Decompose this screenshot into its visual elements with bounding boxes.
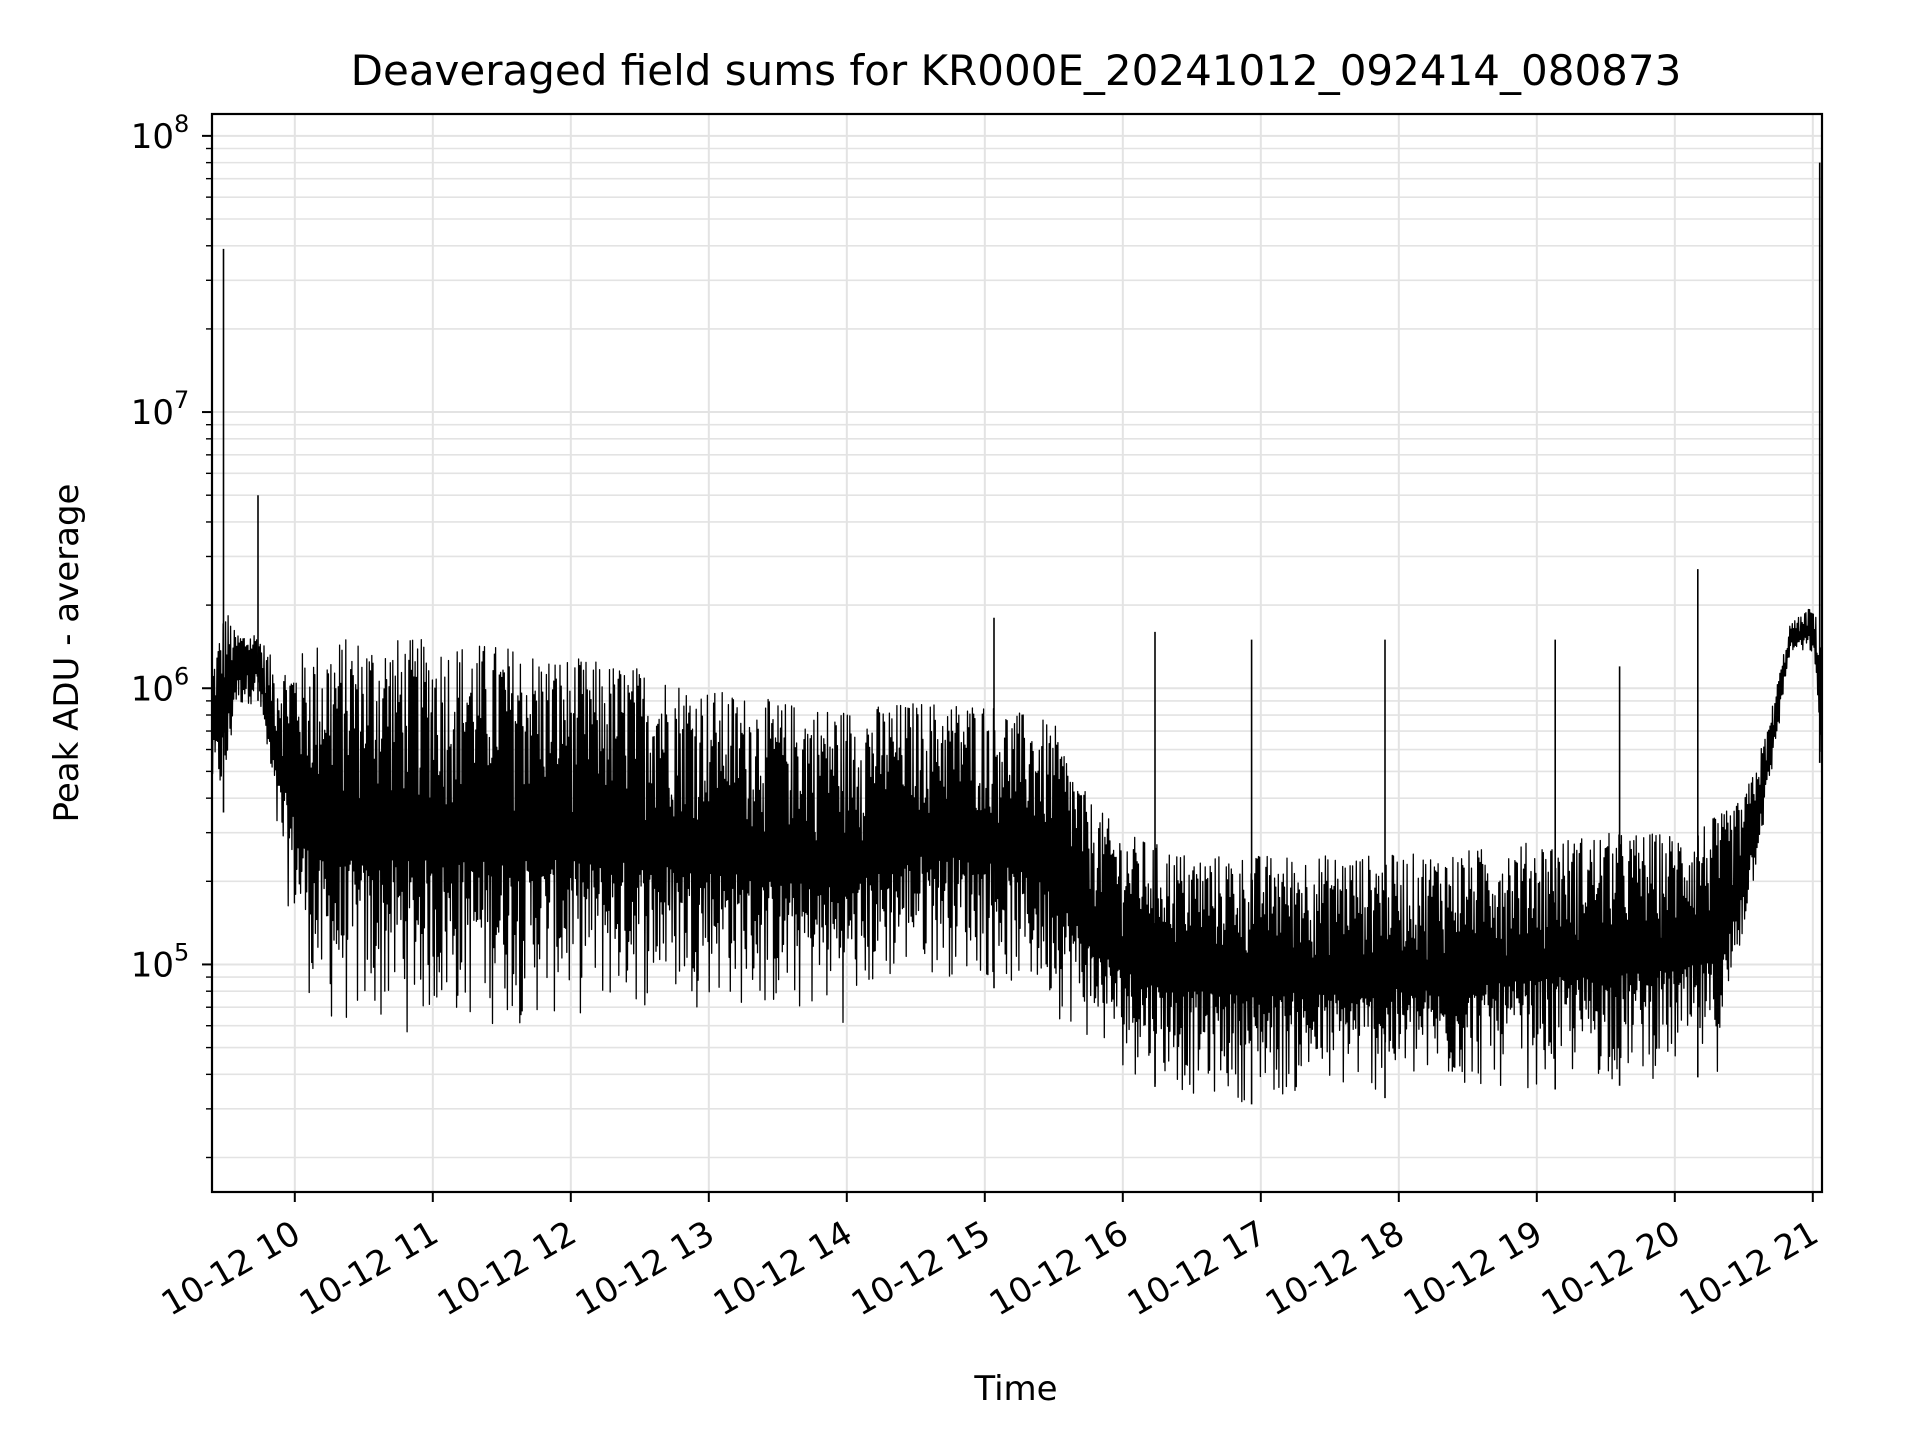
- plot-frame: [210, 112, 1824, 1194]
- y-tick-label: 108: [131, 110, 190, 157]
- data-layer: [211, 162, 1823, 1105]
- chart-title: Deaveraged field sums for KR000E_2024101…: [351, 46, 1682, 95]
- y-axis: 105 106 107 108: [131, 110, 212, 1159]
- y-tick-label: 107: [131, 386, 190, 433]
- series-line: [211, 608, 1823, 1103]
- y-tick-label: 106: [131, 662, 190, 709]
- x-axis-label: Time: [973, 1369, 1057, 1409]
- y-tick-label: 105: [131, 938, 190, 985]
- y-axis-label: Peak ADU - average: [47, 484, 87, 823]
